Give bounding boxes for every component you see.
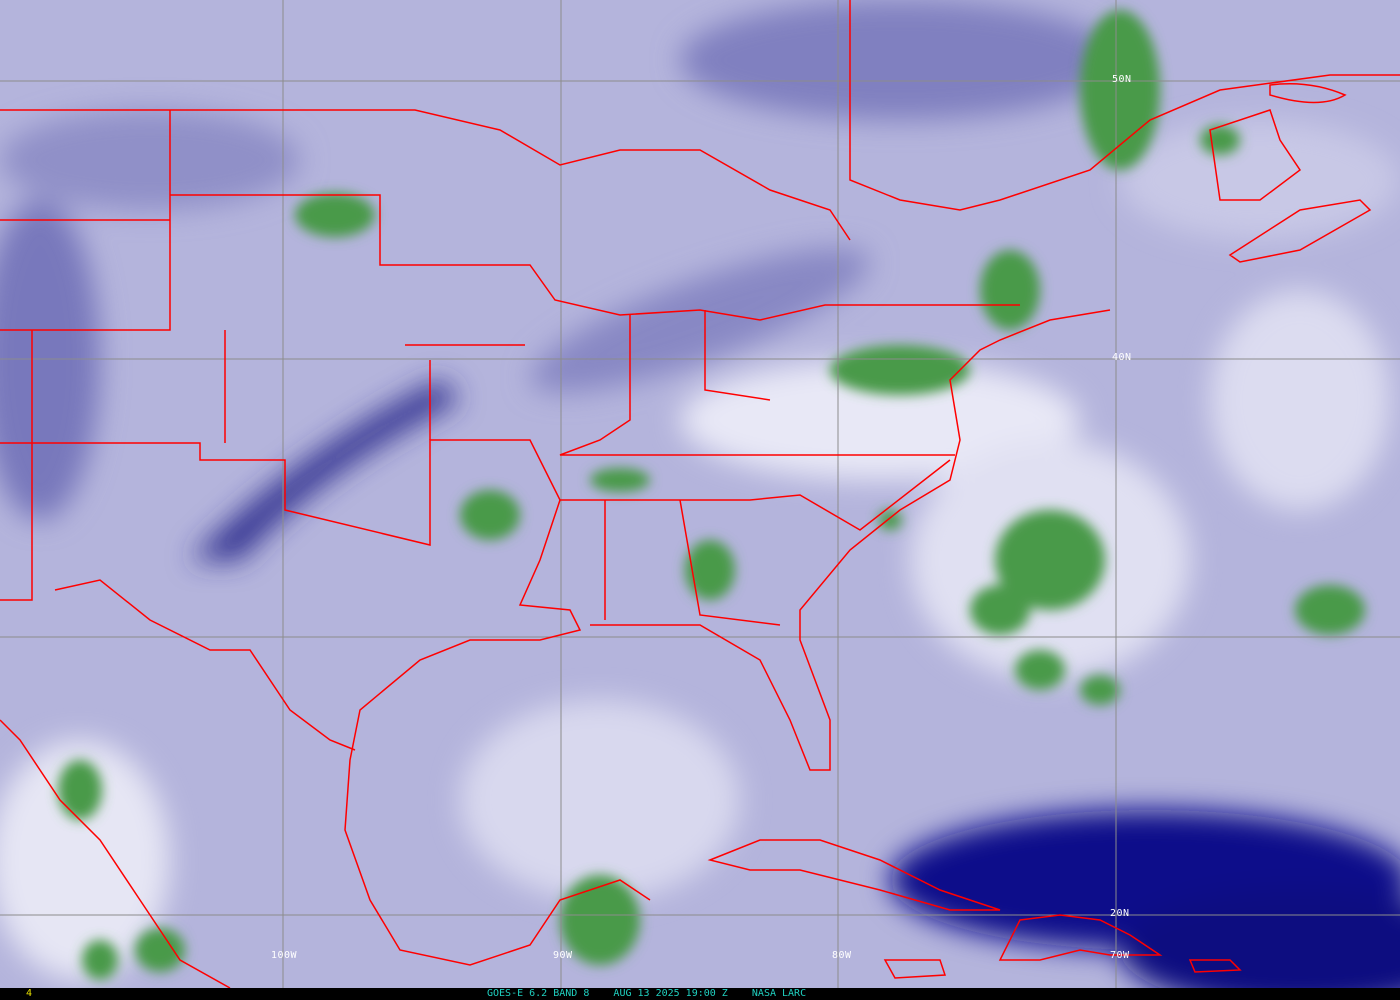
cold-cloud-tops xyxy=(58,10,1365,980)
image-caption: GOES-E 6.2 BAND 8 AUG 13 2025 19:00 Z NA… xyxy=(487,988,807,999)
frame-number: 4 xyxy=(26,988,33,999)
lon-label-70w: 70W xyxy=(1110,950,1130,961)
caption-bar: 4 GOES-E 6.2 BAND 8 AUG 13 2025 19:00 Z … xyxy=(0,988,1400,1000)
lat-label-20n: 20N xyxy=(1110,908,1130,919)
lat-label-40n: 40N xyxy=(1112,352,1132,363)
lat-label-50n: 50N xyxy=(1112,74,1132,85)
lon-label-90w: 90W xyxy=(553,950,573,961)
lon-label-80w: 80W xyxy=(832,950,852,961)
lon-label-100w: 100W xyxy=(271,950,298,961)
